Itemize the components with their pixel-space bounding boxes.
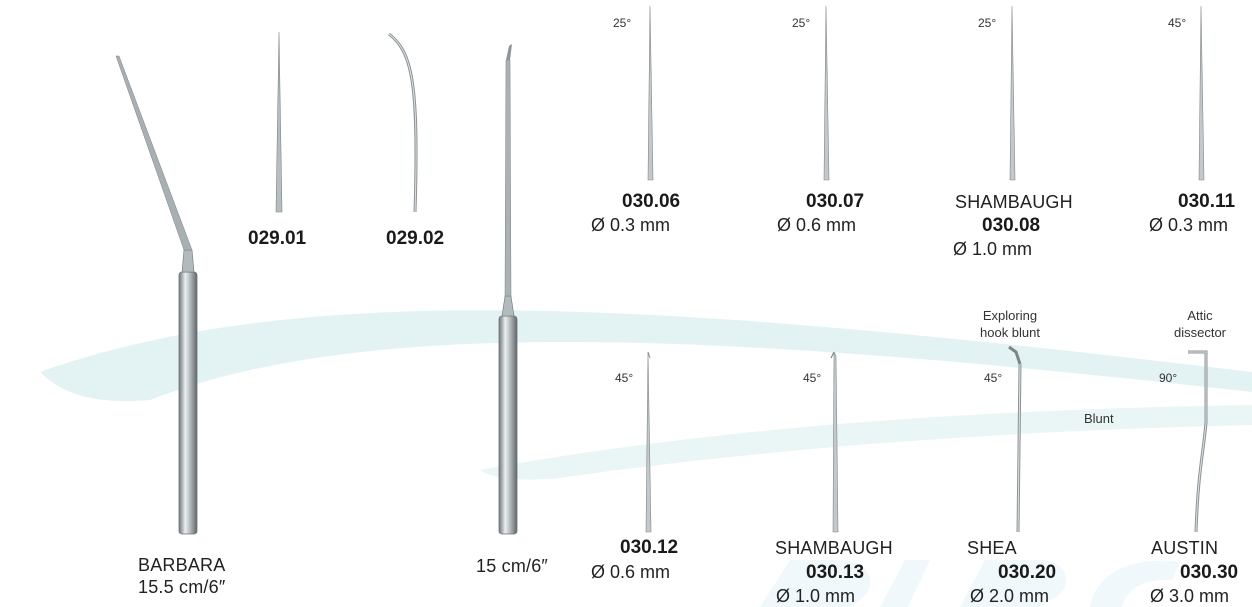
instrument-029-01	[275, 31, 283, 213]
handle-length: 15 cm/6″	[476, 556, 549, 576]
needle-030-20	[1008, 345, 1022, 533]
barbara-length: 15.5 cm/6″	[138, 577, 226, 597]
diameter-030-12: Ø 0.6 mm	[591, 562, 671, 582]
angle-030-20: 45°	[984, 371, 1003, 385]
code-030-11: 030.11	[1178, 191, 1236, 212]
note-030-20-line1: Exploring	[982, 308, 1038, 323]
angle-030-13: 45°	[803, 371, 822, 385]
angle-030-12: 45°	[615, 371, 634, 385]
diameter-030-20: Ø 2.0 mm	[970, 586, 1050, 606]
diameter-030-13: Ø 1.0 mm	[776, 586, 856, 606]
note-030-30-line2: dissector	[1173, 325, 1227, 340]
diameter-030-06: Ø 0.3 mm	[591, 215, 671, 235]
code-030-30: 030.30	[1180, 562, 1239, 583]
watermark	[760, 560, 1180, 607]
instrument-handle-15cm	[498, 44, 518, 535]
name-030-13: SHAMBAUGH	[775, 538, 893, 558]
needle-030-11	[1198, 5, 1205, 181]
diameter-030-11: Ø 0.3 mm	[1149, 215, 1229, 235]
diameter-030-07: Ø 0.6 mm	[777, 215, 857, 235]
note-030-20-line2: hook blunt	[980, 325, 1040, 340]
angle-030-07: 25°	[792, 16, 811, 30]
name-030-08: SHAMBAUGH	[955, 192, 1073, 212]
angle-030-08: 25°	[978, 16, 997, 30]
instrument-029-02	[388, 32, 418, 213]
name-030-20: SHEA	[967, 538, 1017, 558]
diameter-030-30: Ø 3.0 mm	[1150, 586, 1230, 606]
background-swoosh	[40, 310, 1252, 480]
side-note-030-20: Blunt	[1084, 411, 1114, 426]
code-030-12: 030.12	[620, 537, 679, 558]
angle-030-06: 25°	[613, 16, 632, 30]
instrument-barbara	[115, 55, 198, 535]
note-030-30-line1: Attic	[1187, 308, 1213, 323]
needle-030-07	[823, 5, 830, 181]
angle-030-11: 45°	[1168, 16, 1187, 30]
diameter-030-08: Ø 1.0 mm	[953, 239, 1033, 259]
needle-030-13	[830, 351, 839, 533]
needle-030-30	[1188, 350, 1208, 533]
needle-030-12	[645, 351, 652, 533]
code-030-13: 030.13	[806, 562, 865, 583]
angle-030-30: 90°	[1159, 371, 1178, 385]
needle-030-06	[647, 5, 654, 181]
code-030-06: 030.06	[622, 191, 681, 212]
code-030-07: 030.07	[806, 191, 865, 212]
name-030-30: AUSTIN	[1151, 538, 1219, 558]
barbara-name: BARBARA	[138, 555, 226, 575]
needle-030-08	[1009, 5, 1016, 181]
code-030-08: 030.08	[982, 215, 1041, 236]
code-030-20: 030.20	[998, 562, 1057, 583]
code-029-01: 029.01	[248, 228, 307, 249]
code-029-02: 029.02	[386, 228, 445, 249]
